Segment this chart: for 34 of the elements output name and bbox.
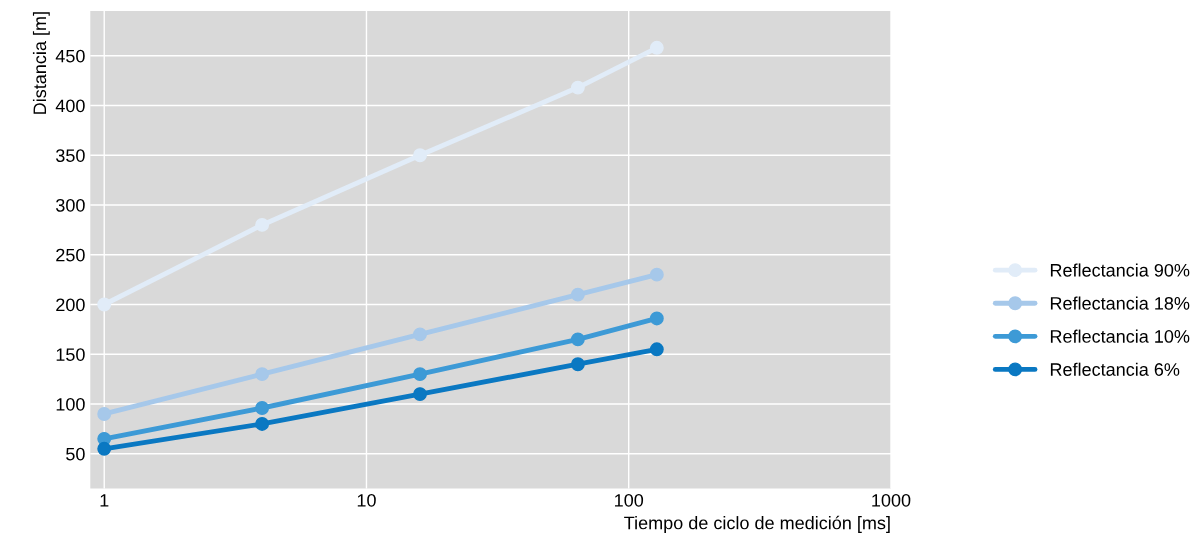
y-tick-label: 450 [55, 49, 85, 63]
point [255, 217, 270, 232]
point [413, 148, 427, 163]
x-tick-label: 100 [615, 493, 644, 507]
point [570, 357, 585, 372]
x-tick-label: 10 [357, 493, 376, 507]
point [97, 407, 112, 421]
x-tick-label: 1000 [872, 493, 911, 507]
y-tick-label: 400 [55, 99, 85, 113]
y-tick-label: 50 [66, 447, 85, 461]
y-tick-label: 150 [56, 348, 85, 361]
point [413, 367, 427, 382]
legend-label: Reflectancia 90% [1050, 263, 1190, 277]
point [570, 80, 585, 95]
legend-label: Reflectancia 6% [1050, 362, 1180, 376]
point [255, 401, 270, 415]
y-tick-label: 350 [56, 149, 85, 162]
point [413, 387, 427, 402]
point [570, 287, 585, 302]
y-tick-label: 200 [56, 298, 85, 312]
x-axis-title: Tiempo de ciclo de medición [ms] [624, 515, 890, 533]
y-tick-label: 300 [56, 198, 85, 212]
legend-label: Reflectancia 10% [1050, 329, 1190, 343]
x-tick-label: 1 [100, 494, 109, 507]
point [97, 441, 112, 456]
point [413, 327, 427, 342]
point [255, 416, 270, 431]
legend-label: Reflectancia 18% [1050, 296, 1190, 310]
point [97, 297, 112, 312]
y-axis-title: Distancia [m] [32, 12, 50, 114]
y-tick-label: 100 [56, 397, 85, 411]
y-tick-label: 250 [56, 248, 85, 262]
point [255, 367, 270, 382]
point [570, 332, 585, 347]
